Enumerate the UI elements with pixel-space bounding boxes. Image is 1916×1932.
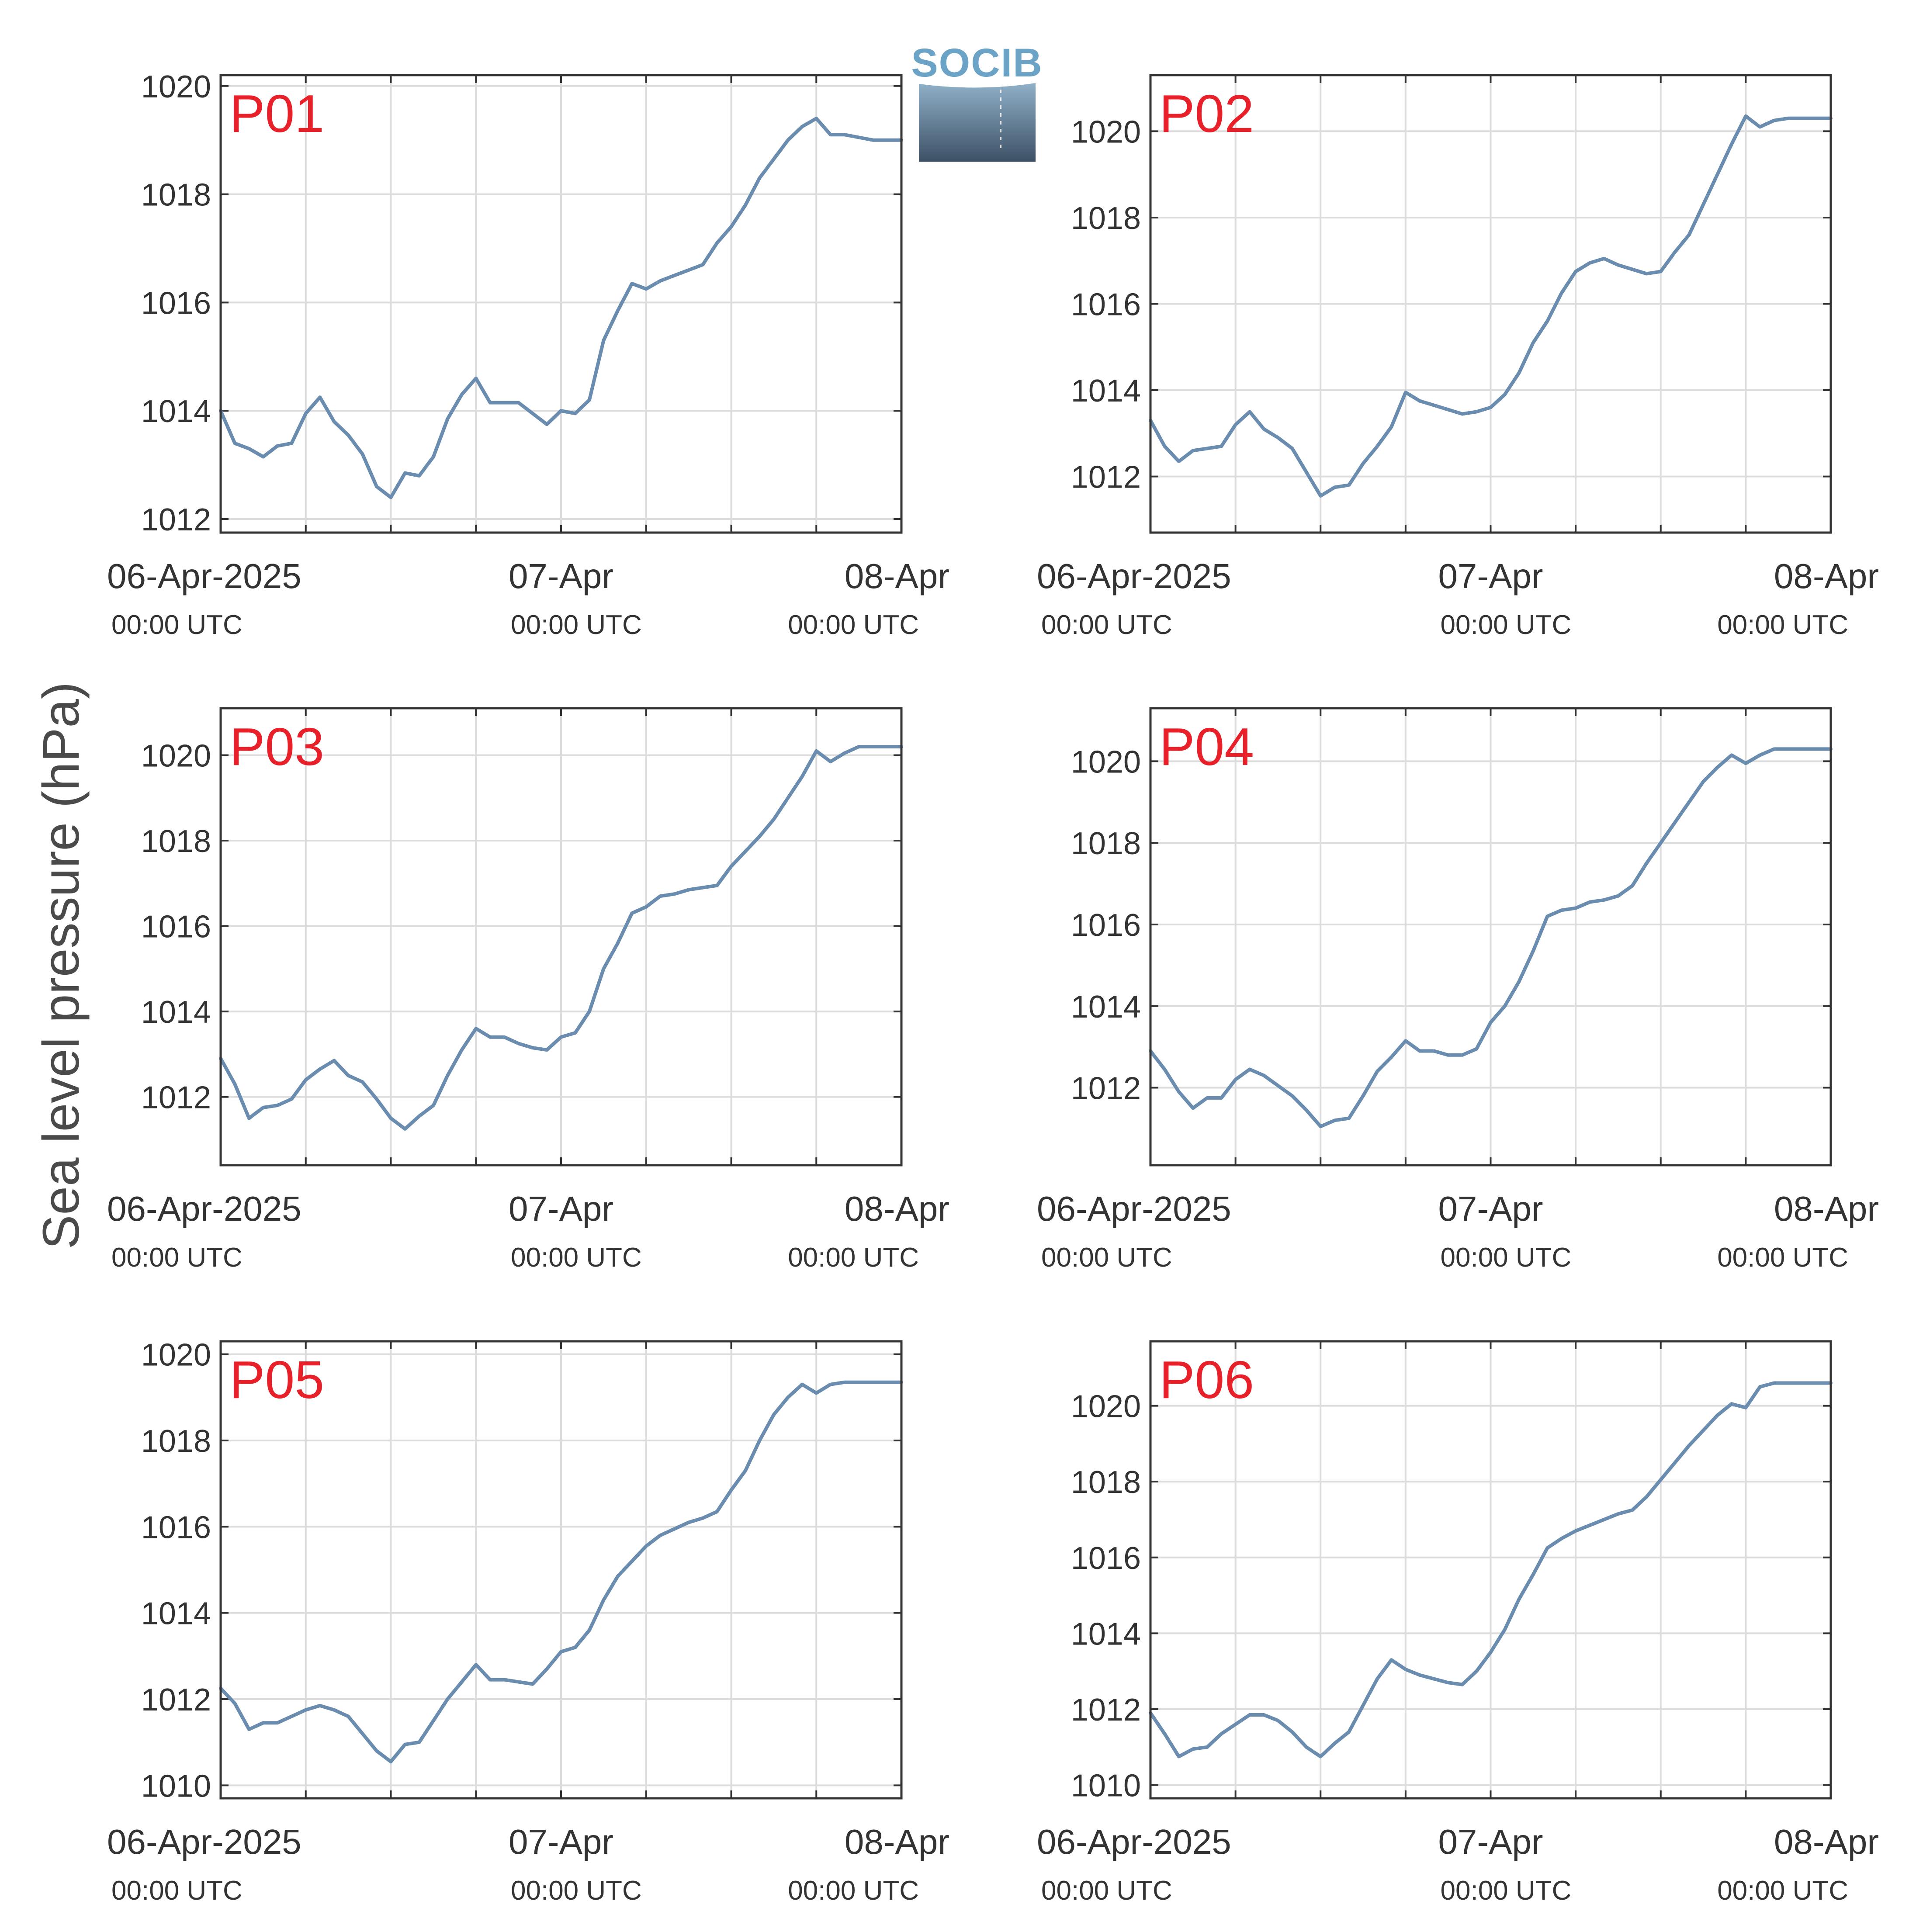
panel-label: P02 <box>1159 84 1254 143</box>
y-tick-label: 1018 <box>1071 1465 1141 1500</box>
y-tick-label: 1020 <box>1071 1389 1141 1424</box>
x-tick-label-time: 00:00 UTC <box>1041 1243 1172 1273</box>
panel-label: P03 <box>229 717 324 776</box>
x-tick-label-time: 00:00 UTC <box>511 1876 642 1906</box>
panel-label: P05 <box>229 1350 324 1409</box>
x-tick-label-time: 00:00 UTC <box>1441 1243 1572 1273</box>
x-tick-label-time: 00:00 UTC <box>1717 610 1848 640</box>
x-tick-label-date: 08-Apr <box>1774 1189 1879 1228</box>
axes-box <box>1149 1340 1832 1800</box>
x-tick-label-date: 07-Apr <box>1438 557 1543 596</box>
y-tick-label: 1018 <box>1071 826 1141 861</box>
panel-p04: 1012 1014 1016 1018 1020 P04 06-Apr-2025 00:00 … <box>1037 707 1879 1273</box>
panel-label: P06 <box>1159 1350 1254 1409</box>
logo-wave-block <box>919 83 1036 162</box>
y-tick-label: 1014 <box>141 995 211 1030</box>
x-tick-label-date: 06-Apr-2025 <box>1037 1189 1231 1228</box>
x-tick-label-time: 00:00 UTC <box>111 1876 243 1906</box>
x-tick-label-time: 00:00 UTC <box>788 1876 919 1906</box>
panel-label: P04 <box>1159 717 1254 776</box>
x-tick-label-date: 06-Apr-2025 <box>1037 557 1231 596</box>
x-tick-label-date: 06-Apr-2025 <box>107 1822 301 1861</box>
x-tick-label-time: 00:00 UTC <box>1041 610 1172 640</box>
series-line <box>219 1380 903 1764</box>
y-tick-label: 1016 <box>1071 908 1141 943</box>
x-tick-label-time: 00:00 UTC <box>1441 610 1572 640</box>
y-tick-label: 1014 <box>1071 1617 1141 1652</box>
series-line <box>219 745 903 1131</box>
x-tick-label-date: 07-Apr <box>1438 1822 1543 1861</box>
x-tick-label-date: 06-Apr-2025 <box>107 557 301 596</box>
x-tick-label-time: 00:00 UTC <box>1717 1243 1848 1273</box>
axes-box <box>1149 707 1832 1167</box>
series-line <box>1149 747 1833 1129</box>
series-line <box>1149 1381 1833 1759</box>
x-tick-label-time: 00:00 UTC <box>111 1243 243 1273</box>
y-tick-label: 1012 <box>1071 1071 1141 1106</box>
panel-p01: 1012 1014 1016 1018 1020 P01 06-Apr-2025 00:00 … <box>107 69 949 640</box>
x-tick-label-date: 07-Apr <box>509 1822 613 1861</box>
y-tick-label: 1014 <box>141 1596 211 1631</box>
chart-panels: 1012 1014 1016 1018 1020 P01 06-Apr-2025 00:00 … <box>107 69 1879 1906</box>
y-tick-label: 1016 <box>1071 1541 1141 1576</box>
x-tick-label-time: 00:00 UTC <box>511 610 642 640</box>
y-tick-label: 1012 <box>141 502 211 537</box>
y-tick-label: 1014 <box>1071 374 1141 409</box>
y-tick-label: 1014 <box>1071 990 1141 1025</box>
y-tick-label: 1018 <box>141 824 211 859</box>
panel-p06: 1010 1012 1014 1016 1018 1020 P06 06-Apr-2025 00… <box>1037 1340 1879 1906</box>
x-tick-label-date: 07-Apr <box>1438 1189 1543 1228</box>
x-tick-label-time: 00:00 UTC <box>111 610 243 640</box>
x-tick-label-date: 08-Apr <box>1774 1822 1879 1861</box>
y-tick-label: 1010 <box>1071 1769 1141 1804</box>
y-tick-label: 1020 <box>141 739 211 774</box>
y-tick-label: 1020 <box>1071 114 1141 149</box>
x-tick-label-time: 00:00 UTC <box>1717 1876 1848 1906</box>
axes-box <box>219 1340 903 1800</box>
axes-box <box>219 707 903 1167</box>
x-tick-label-date: 08-Apr <box>845 1822 949 1861</box>
axes-box <box>219 74 903 534</box>
y-tick-label: 1018 <box>1071 201 1141 236</box>
x-tick-label-time: 00:00 UTC <box>1441 1876 1572 1906</box>
socib-logo: SOCIB <box>911 41 1043 162</box>
x-tick-label-date: 06-Apr-2025 <box>1037 1822 1231 1861</box>
x-tick-label-date: 08-Apr <box>845 1189 949 1228</box>
series-line <box>1149 114 1833 498</box>
x-tick-label-time: 00:00 UTC <box>788 1243 919 1273</box>
y-tick-label: 1012 <box>141 1683 211 1717</box>
panel-p05: 1010 1012 1014 1016 1018 1020 P05 06-Apr-2025 00… <box>107 1338 949 1906</box>
x-tick-label-date: 06-Apr-2025 <box>107 1189 301 1228</box>
y-tick-label: 1012 <box>1071 1693 1141 1728</box>
logo-text: SOCIB <box>911 41 1043 85</box>
y-tick-label: 1012 <box>141 1080 211 1115</box>
panel-label: P01 <box>229 84 324 143</box>
y-tick-label: 1018 <box>141 1424 211 1459</box>
y-tick-label: 1010 <box>141 1769 211 1804</box>
y-tick-label: 1018 <box>141 178 211 213</box>
y-tick-label: 1014 <box>141 394 211 429</box>
x-tick-label-date: 07-Apr <box>509 557 613 596</box>
x-tick-label-time: 00:00 UTC <box>511 1243 642 1273</box>
x-tick-label-time: 00:00 UTC <box>1041 1876 1172 1906</box>
y-tick-label: 1020 <box>1071 744 1141 779</box>
y-tick-label: 1016 <box>141 1510 211 1545</box>
panel-p03: 1012 1014 1016 1018 1020 P03 06-Apr-2025 00:00 … <box>107 707 949 1273</box>
x-tick-label-date: 08-Apr <box>1774 557 1879 596</box>
x-tick-label-date: 08-Apr <box>845 557 949 596</box>
panel-p02: 1012 1014 1016 1018 1020 P02 06-Apr-2025 00:00 … <box>1037 74 1879 640</box>
y-tick-label: 1016 <box>1071 287 1141 322</box>
y-axis-label: Sea level pressure (hPa) <box>32 682 90 1250</box>
y-tick-label: 1012 <box>1071 460 1141 495</box>
axes-box <box>1149 74 1832 534</box>
x-tick-label-time: 00:00 UTC <box>788 610 919 640</box>
x-tick-label-date: 07-Apr <box>509 1189 613 1228</box>
y-tick-label: 1020 <box>141 69 211 104</box>
y-tick-label: 1020 <box>141 1338 211 1373</box>
y-tick-label: 1016 <box>141 910 211 945</box>
series-line <box>219 117 903 499</box>
y-tick-label: 1016 <box>141 286 211 321</box>
